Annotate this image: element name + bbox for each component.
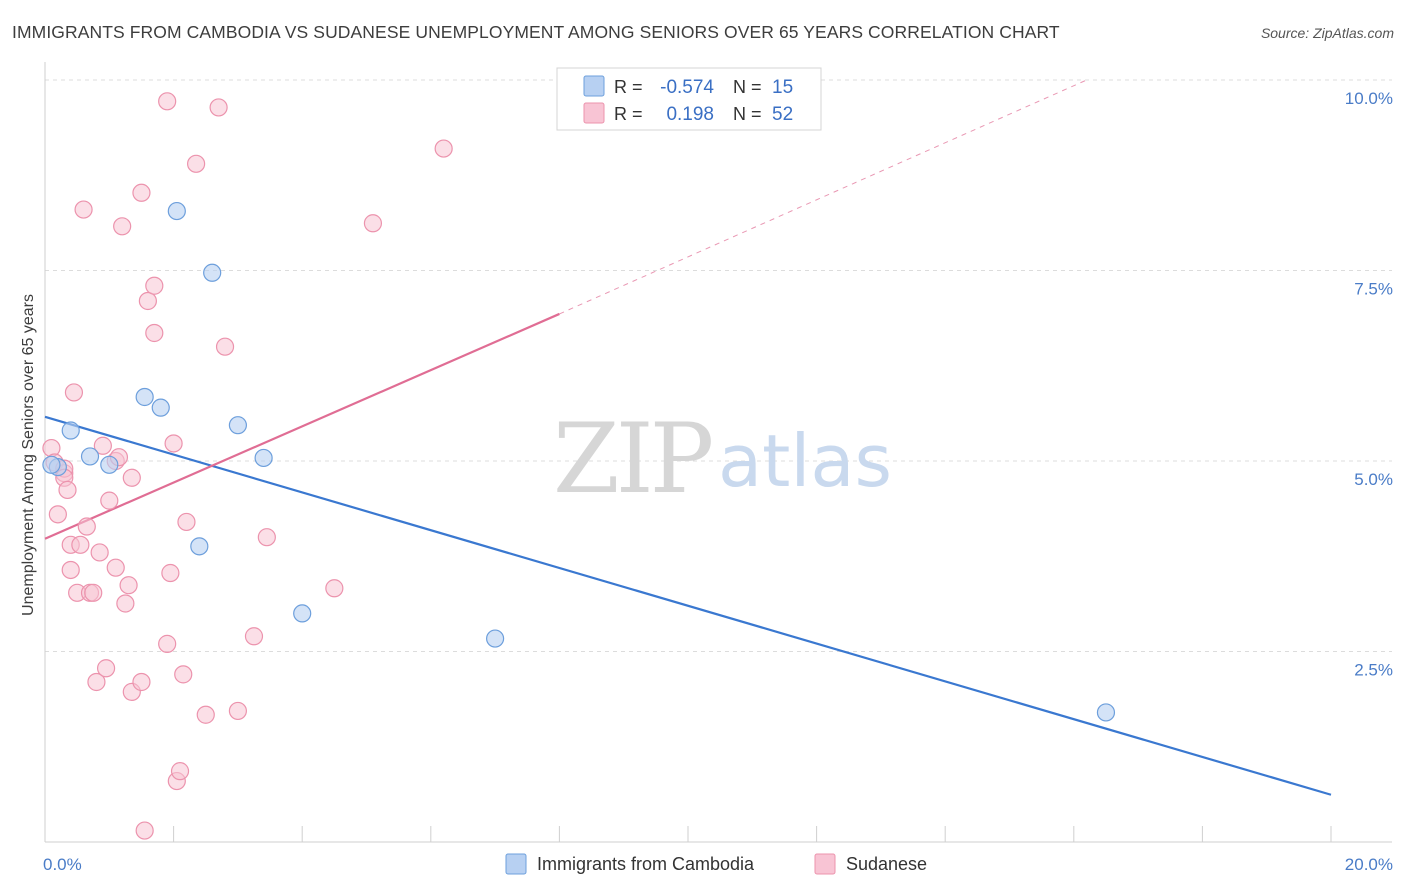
- point-sudanese: [61, 560, 80, 580]
- point-sudanese: [196, 705, 215, 724]
- point-cambodia: [42, 455, 61, 474]
- point-sudanese: [215, 337, 235, 356]
- bottom-legend-label-sudanese: Sudanese: [846, 854, 927, 874]
- series-legend: Immigrants from Cambodia Sudanese: [505, 853, 927, 875]
- point-sudanese: [158, 634, 177, 653]
- data-points: [42, 92, 1116, 840]
- point-sudanese: [363, 214, 383, 233]
- point-sudanese: [119, 576, 138, 595]
- bottom-legend-label-cambodia: Immigrants from Cambodia: [537, 854, 755, 874]
- point-cambodia: [100, 455, 119, 474]
- point-sudanese: [93, 436, 112, 455]
- bottom-legend-swatch-cambodia: [505, 853, 527, 875]
- point-sudanese: [177, 512, 196, 532]
- point-cambodia: [293, 604, 312, 623]
- point-sudanese: [187, 154, 206, 173]
- point-sudanese: [158, 92, 177, 111]
- watermark: ZIP atlas: [553, 403, 892, 515]
- x-tick-label: 0.0%: [43, 855, 82, 874]
- point-cambodia: [61, 421, 80, 440]
- legend-r-value-2: 0.198: [666, 104, 714, 125]
- point-cambodia: [80, 447, 100, 466]
- watermark-atlas: atlas: [718, 419, 892, 503]
- y-tick-label: 7.5%: [1354, 280, 1393, 299]
- y-tick-label: 2.5%: [1354, 661, 1393, 680]
- point-sudanese: [132, 183, 151, 202]
- point-sudanese: [58, 480, 77, 500]
- point-sudanese: [228, 701, 247, 721]
- point-sudanese: [138, 291, 157, 311]
- point-cambodia: [254, 448, 273, 468]
- point-sudanese: [116, 594, 135, 613]
- point-cambodia: [167, 201, 186, 221]
- point-sudanese: [77, 517, 96, 536]
- point-sudanese: [174, 665, 193, 684]
- point-sudanese: [64, 383, 84, 402]
- point-sudanese: [96, 659, 116, 678]
- point-sudanese: [100, 491, 119, 510]
- x-tick-label: 20.0%: [1345, 855, 1393, 874]
- legend-n-label-2: N =: [733, 104, 762, 124]
- legend-swatch-sudanese: [583, 102, 605, 124]
- point-sudanese: [434, 139, 453, 158]
- point-sudanese: [106, 558, 125, 577]
- legend-r-value-1: -0.574: [660, 77, 714, 98]
- trend-line-sudanese-extension: [559, 79, 1087, 315]
- legend-n-value-2: 52: [772, 104, 793, 125]
- y-tick-label: 10.0%: [1345, 89, 1393, 108]
- y-tick-labels: 2.5% 5.0% 7.5% 10.0%: [1345, 89, 1393, 680]
- bottom-legend-swatch-sudanese: [814, 853, 836, 875]
- point-cambodia: [190, 537, 209, 556]
- stats-legend: R = -0.574 N = 15 R = 0.198 N = 52: [556, 67, 822, 131]
- legend-r-label-2: R =: [614, 104, 643, 124]
- point-sudanese: [209, 98, 228, 117]
- point-sudanese: [325, 579, 344, 598]
- point-sudanese: [122, 468, 141, 487]
- point-sudanese: [74, 200, 93, 219]
- legend-r-label-1: R =: [614, 77, 643, 97]
- watermark-zip: ZIP: [553, 403, 712, 515]
- point-cambodia: [135, 387, 154, 407]
- y-tick-label: 5.0%: [1354, 470, 1393, 489]
- point-sudanese: [87, 672, 106, 692]
- trend-line-sudanese: [44, 312, 560, 540]
- point-cambodia: [486, 629, 505, 648]
- point-cambodia: [1096, 703, 1116, 722]
- point-sudanese: [164, 434, 183, 453]
- y-axis-title: Unemployment Among Seniors over 65 years: [20, 294, 37, 616]
- trend-line-cambodia: [44, 415, 1332, 796]
- point-sudanese: [135, 821, 154, 840]
- grid-lines: [45, 79, 1392, 652]
- point-sudanese: [145, 276, 164, 295]
- point-cambodia: [203, 263, 222, 282]
- point-sudanese: [71, 535, 90, 554]
- point-sudanese: [244, 627, 264, 646]
- legend-n-label-1: N =: [733, 77, 762, 97]
- point-sudanese: [170, 762, 190, 781]
- point-cambodia: [151, 398, 170, 417]
- source-credit: Source: ZipAtlas.com: [1260, 25, 1394, 41]
- legend-swatch-cambodia: [583, 75, 605, 97]
- point-sudanese: [90, 543, 109, 562]
- point-sudanese: [132, 672, 151, 692]
- legend-n-value-1: 15: [772, 77, 793, 98]
- point-sudanese: [145, 323, 164, 343]
- trend-lines: [44, 79, 1332, 796]
- point-sudanese: [48, 505, 67, 524]
- point-sudanese: [84, 583, 103, 602]
- point-sudanese: [257, 528, 276, 547]
- x-tick-labels: 0.0% 20.0%: [43, 855, 1393, 874]
- point-sudanese: [113, 217, 132, 236]
- chart-title: IMMIGRANTS FROM CAMBODIA VS SUDANESE UNE…: [12, 22, 1060, 42]
- point-sudanese: [161, 563, 180, 583]
- point-cambodia: [228, 416, 247, 435]
